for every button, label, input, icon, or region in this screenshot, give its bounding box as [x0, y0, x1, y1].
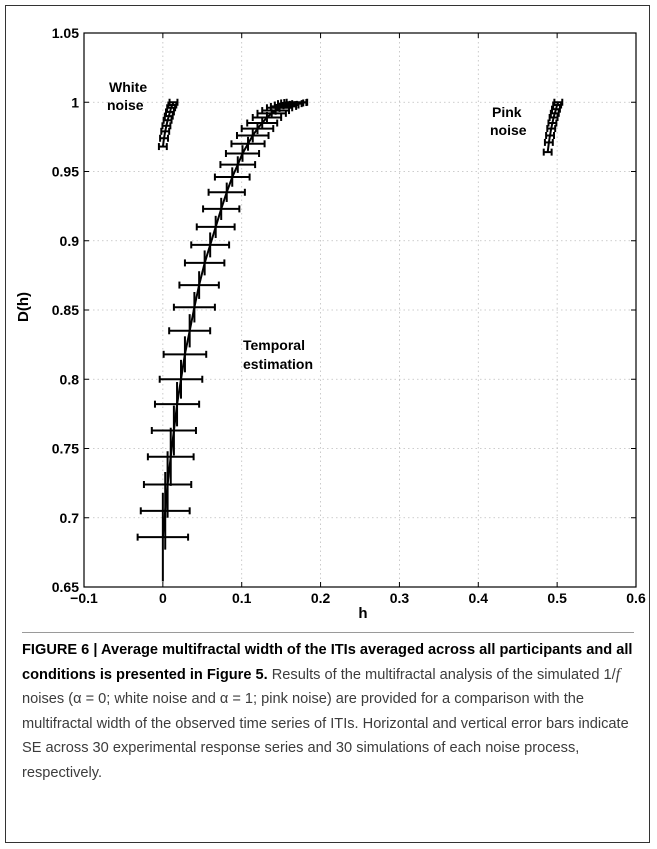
- y-tick-label: 0.75: [52, 441, 79, 457]
- y-axis-label: D(h): [15, 292, 32, 322]
- series-temporal-estimation: [136, 98, 309, 582]
- caption-body-2: noises (α = 0; white noise and α = 1; pi…: [22, 691, 629, 781]
- series-line: [546, 101, 560, 153]
- y-tick-label: 0.7: [60, 510, 80, 526]
- x-tick-label: −0.1: [70, 590, 98, 606]
- x-tick-label: 0.1: [232, 590, 252, 606]
- x-tick-label: 0.5: [547, 590, 567, 606]
- y-tick-label: 1: [71, 94, 79, 110]
- annotation-pink-noise: Pink noise: [490, 104, 527, 138]
- x-tick-label: 0.3: [390, 590, 410, 606]
- y-tick-label: 0.9: [60, 233, 80, 249]
- y-tick-label: 0.85: [52, 302, 79, 318]
- x-tick-label: 0.2: [311, 590, 331, 606]
- series-layer: [136, 98, 564, 582]
- x-axis-label: h: [358, 605, 367, 622]
- annotation-white-noise: White noise: [107, 79, 147, 113]
- grid: [84, 33, 636, 587]
- multifractal-chart: −0.1 0 0.1 0.2 0.3 0.4 0.5 0.6 0.65 0.7 0.75 0.8 0.8…: [15, 25, 646, 622]
- y-tick-label: 0.8: [60, 371, 80, 387]
- caption-divider: [22, 632, 634, 633]
- annotation-pink-line2: noise: [490, 122, 527, 138]
- annotation-pink-line1: Pink: [492, 104, 522, 120]
- caption-body-italic: f: [615, 665, 621, 683]
- series-line: [161, 101, 175, 147]
- caption-heading: FIGURE 6 | Average multifractal width of…: [22, 642, 633, 683]
- caption-body-1: Results of the multifractal analysis of …: [267, 666, 616, 683]
- annotation-temporal-estimation: Temporal estimation: [243, 337, 313, 372]
- x-tick-label: 0.6: [626, 590, 646, 606]
- tick-labels: −0.1 0 0.1 0.2 0.3 0.4 0.5 0.6 0.65 0.7 0.75 0.8 0.8…: [52, 25, 646, 606]
- series-white-noise: [157, 98, 179, 151]
- annotation-white-line2: noise: [107, 97, 144, 113]
- series-pink-noise: [542, 98, 564, 156]
- axes: [83, 32, 637, 588]
- annotation-white-line1: White: [109, 79, 147, 95]
- annotation-temporal-line2: estimation: [243, 356, 313, 372]
- annotation-temporal-line1: Temporal: [243, 337, 305, 353]
- series-line: [161, 101, 298, 538]
- y-tick-label: 0.65: [52, 579, 79, 595]
- x-tick-label: 0.4: [469, 590, 489, 606]
- figure-frame: [5, 5, 650, 843]
- x-tick-label: 0: [159, 590, 167, 606]
- figure-caption: FIGURE 6 | Average multifractal width of…: [22, 638, 634, 785]
- y-tick-label: 0.95: [52, 164, 79, 180]
- y-tick-label: 1.05: [52, 25, 79, 41]
